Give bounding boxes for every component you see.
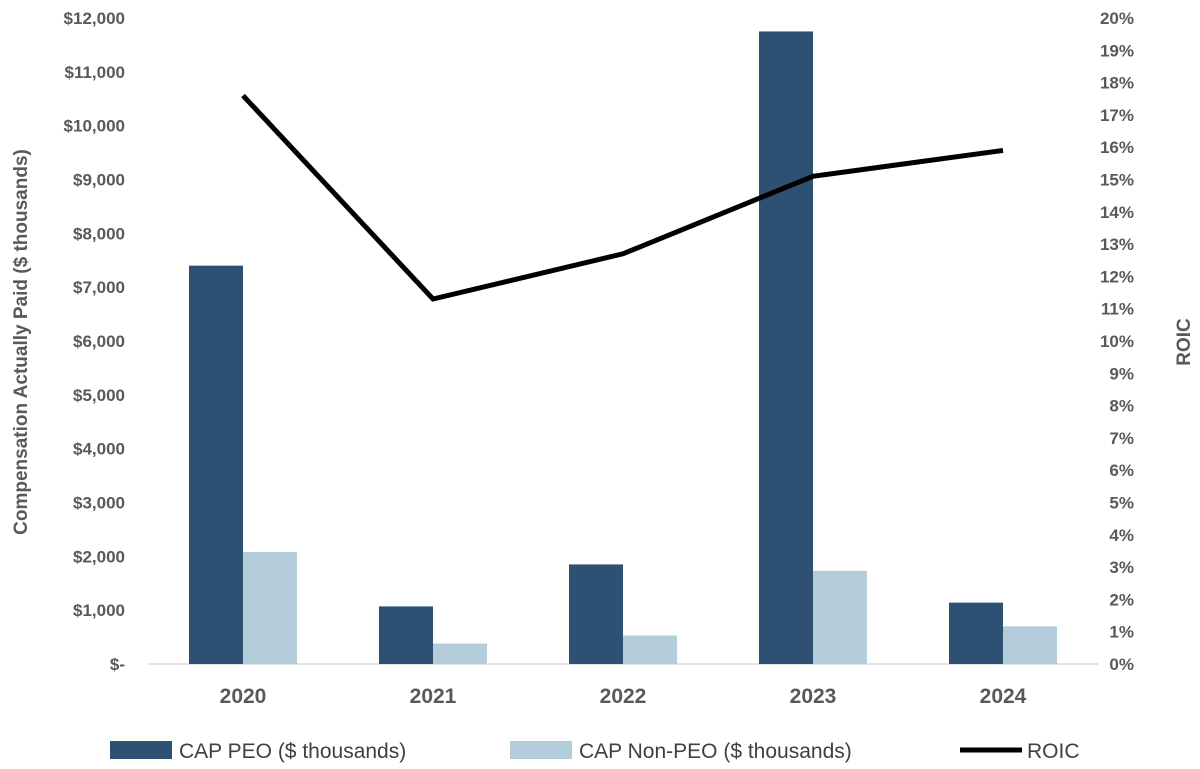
y-right-tick-label: 1% xyxy=(1109,623,1134,642)
y-left-tick-label: $1,000 xyxy=(73,601,125,620)
x-tick-label: 2024 xyxy=(980,685,1027,708)
y-left-tick-label: $7,000 xyxy=(73,278,125,297)
y-right-tick-label: 7% xyxy=(1109,429,1134,448)
legend-swatch-cap-non-peo xyxy=(510,741,572,759)
legend-swatch-cap-peo xyxy=(110,741,172,759)
x-tick-label: 2020 xyxy=(220,685,267,708)
y-right-tick-label: 6% xyxy=(1109,461,1134,480)
y-right-tick-label: 2% xyxy=(1109,590,1134,609)
right-axis-ticks: 0% 1% 2% 3% 4% 5% 6% 7% 8% 9% 10% 11% 12% 13% 14% 15% 16… xyxy=(1100,9,1134,674)
bar-cap-peo xyxy=(569,564,623,664)
legend-label-cap-non-peo: CAP Non-PEO ($ thousands) xyxy=(579,740,852,763)
x-tick-label: 2021 xyxy=(410,685,457,708)
y-right-tick-label: 14% xyxy=(1100,203,1134,222)
y-right-tick-label: 0% xyxy=(1109,655,1134,674)
bar-cap-non-peo xyxy=(623,635,677,664)
y-right-tick-label: 9% xyxy=(1109,364,1134,383)
bar-cap-peo xyxy=(949,602,1003,664)
bars xyxy=(189,31,1057,665)
left-axis-ticks: $- $1,000 $2,000 $3,000 $4,000 $5,000 $6,000 $7… xyxy=(64,9,125,674)
y-right-tick-label: 3% xyxy=(1109,558,1134,577)
bar-cap-non-peo xyxy=(1003,626,1057,664)
y-left-tick-label: $11,000 xyxy=(64,63,125,82)
y-right-tick-label: 10% xyxy=(1100,332,1134,351)
y-right-tick-label: 5% xyxy=(1109,494,1134,513)
legend: CAP PEO ($ thousands) CAP Non-PEO ($ tho… xyxy=(110,740,1080,763)
y-right-tick-label: 20% xyxy=(1100,9,1134,28)
x-tick-label: 2022 xyxy=(600,685,647,708)
right-axis-title: ROIC xyxy=(1174,318,1195,366)
bar-cap-non-peo xyxy=(243,552,297,664)
y-right-tick-label: 11% xyxy=(1101,300,1134,319)
legend-label-cap-peo: CAP PEO ($ thousands) xyxy=(179,740,406,763)
y-right-tick-label: 19% xyxy=(1100,41,1134,60)
roic-line-series xyxy=(241,93,1004,302)
y-right-tick-label: 17% xyxy=(1100,106,1134,125)
bar-cap-non-peo xyxy=(813,570,867,664)
y-left-tick-label: $4,000 xyxy=(73,440,125,459)
y-right-tick-label: 8% xyxy=(1109,397,1134,416)
bar-cap-peo xyxy=(379,606,433,664)
bar-cap-peo xyxy=(189,265,243,664)
y-right-tick-label: 16% xyxy=(1100,138,1134,157)
y-right-tick-label: 12% xyxy=(1100,267,1134,286)
y-left-tick-label: $10,000 xyxy=(64,117,125,136)
y-left-tick-label: $12,000 xyxy=(64,9,125,28)
roic-line xyxy=(241,93,1004,302)
y-left-tick-label: $8,000 xyxy=(73,224,125,243)
bar-cap-non-peo xyxy=(433,643,487,664)
y-left-tick-label: $- xyxy=(110,655,125,674)
y-left-tick-label: $9,000 xyxy=(73,171,125,190)
y-right-tick-label: 4% xyxy=(1109,526,1134,545)
x-axis-ticks: 2020 2021 2022 2023 2024 xyxy=(220,685,1027,708)
left-axis-title: Compensation Actually Paid ($ thousands) xyxy=(11,149,32,535)
y-left-tick-label: $3,000 xyxy=(73,494,125,513)
y-right-tick-label: 18% xyxy=(1100,74,1134,93)
y-left-tick-label: $5,000 xyxy=(73,386,125,405)
legend-label-roic: ROIC xyxy=(1027,740,1080,763)
y-left-tick-label: $2,000 xyxy=(73,547,125,566)
bar-cap-peo xyxy=(759,31,813,665)
y-left-tick-label: $6,000 xyxy=(73,332,125,351)
y-right-tick-label: 13% xyxy=(1100,235,1134,254)
x-tick-label: 2023 xyxy=(790,685,837,708)
y-right-tick-label: 15% xyxy=(1100,171,1134,190)
